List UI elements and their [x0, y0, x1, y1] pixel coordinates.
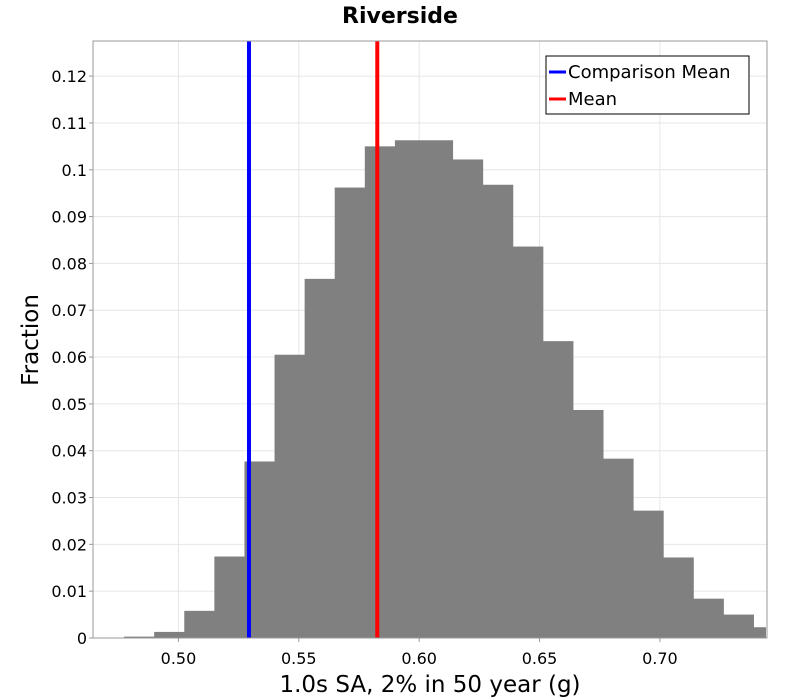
legend-label-mean: Mean [568, 89, 617, 110]
histogram-bar [154, 631, 213, 638]
x-tick-label: 0.60 [401, 649, 437, 668]
legend-box [545, 55, 750, 115]
y-tick-label: 0.07 [51, 301, 87, 320]
mean-lines [246, 41, 380, 638]
y-tick-label: 0.03 [51, 489, 87, 508]
x-tick-label: 0.50 [161, 649, 197, 668]
histogram-bar [755, 632, 766, 638]
legend-label-comparison-mean: Comparison Mean [568, 62, 731, 83]
y-tick-label: 0.11 [51, 114, 87, 133]
y-tick-label: 0.08 [51, 254, 87, 273]
y-axis-ticks: 0 0.01 0.02 0.03 0.04 0.05 0.06 0.07 0.08 0.09 0.1… [51, 67, 93, 648]
y-tick-label: 0.04 [51, 442, 87, 461]
chart-title: Riverside [342, 4, 458, 29]
y-tick-label: 0.09 [51, 208, 87, 227]
plot-frame [92, 40, 768, 639]
y-tick-label: 0 [77, 629, 87, 648]
y-axis-label: Fraction [18, 294, 44, 386]
x-tick-label: 0.70 [642, 649, 678, 668]
histogram-bar [725, 627, 766, 638]
legend: Comparison Mean Mean [545, 55, 750, 115]
histogram-bar [124, 636, 183, 638]
x-tick-label: 0.55 [281, 649, 317, 668]
y-tick-label: 0.05 [51, 395, 87, 414]
y-tick-label: 0.01 [51, 582, 87, 601]
y-tick-label: 0.1 [62, 161, 87, 180]
x-axis-ticks: 0.50 0.55 0.60 0.65 0.70 [161, 638, 678, 668]
y-tick-label: 0.06 [51, 348, 87, 367]
histogram-bars [94, 140, 766, 639]
x-tick-label: 0.65 [522, 649, 558, 668]
y-tick-label: 0.12 [51, 67, 87, 86]
x-axis-label: 1.0s SA, 2% in 50 year (g) [279, 672, 580, 698]
y-tick-label: 0.02 [51, 535, 87, 554]
